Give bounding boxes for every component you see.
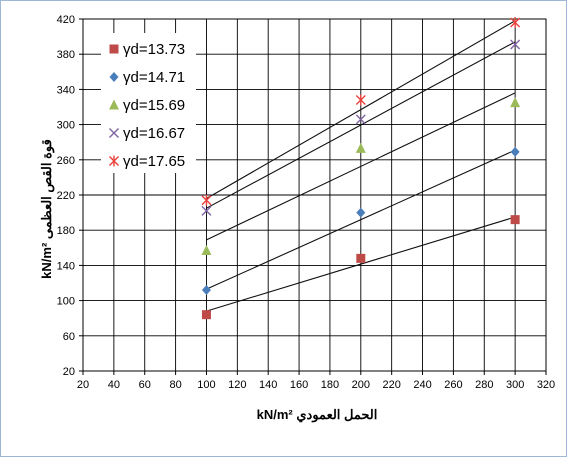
x-tick-label: 300 bbox=[506, 379, 524, 391]
x-tick-label: 280 bbox=[475, 379, 493, 391]
tick-labels: 20 40 60 80 100 120 140 160 180 200 220 240 260 280 30… bbox=[57, 14, 556, 391]
y-tick-label: 180 bbox=[57, 225, 75, 237]
trendline bbox=[206, 149, 516, 290]
x-tick-label: 180 bbox=[321, 379, 339, 391]
data-point bbox=[355, 142, 366, 153]
x-tick-label: 140 bbox=[259, 379, 277, 391]
data-points bbox=[201, 17, 521, 320]
trendlines bbox=[206, 20, 516, 312]
legend-label: γd=14.71 bbox=[123, 69, 185, 86]
marker-stroke bbox=[510, 39, 521, 50]
data-point bbox=[510, 97, 521, 108]
marker-stroke bbox=[109, 128, 119, 138]
x-tick-label: 260 bbox=[444, 379, 462, 391]
y-tick-label: 60 bbox=[63, 331, 75, 343]
trendline bbox=[206, 216, 516, 312]
x-tick-label: 100 bbox=[197, 379, 215, 391]
data-point bbox=[356, 253, 366, 263]
y-tick-label: 340 bbox=[57, 84, 75, 96]
legend-label: γd=16.67 bbox=[123, 125, 185, 142]
data-point bbox=[201, 205, 212, 216]
legend-marker bbox=[109, 128, 119, 138]
x-tick-label: 220 bbox=[382, 379, 400, 391]
data-point bbox=[510, 39, 521, 50]
trendline bbox=[206, 92, 516, 241]
data-point bbox=[355, 114, 366, 125]
legend-marker bbox=[109, 44, 119, 54]
x-tick-label: 20 bbox=[77, 379, 89, 391]
trendline bbox=[206, 20, 516, 199]
x-tick-label: 240 bbox=[413, 379, 431, 391]
legend-label: γd=17.65 bbox=[123, 153, 185, 170]
x-tick-label: 60 bbox=[139, 379, 151, 391]
legend-marker bbox=[109, 72, 119, 82]
data-point bbox=[356, 207, 366, 218]
x-tick-label: 160 bbox=[290, 379, 308, 391]
x-tick-label: 120 bbox=[228, 379, 246, 391]
x-tick-label: 80 bbox=[169, 379, 181, 391]
x-tick-label: 40 bbox=[108, 379, 120, 391]
data-point bbox=[201, 194, 212, 206]
legend-label: γd=13.73 bbox=[123, 41, 185, 58]
marker-stroke bbox=[201, 205, 212, 216]
y-axis-title: قوة القص العظمى kN/m² bbox=[39, 139, 55, 279]
legend-entries: γd=13.73 γd=14.71 γd=15.69 γd=16.67 γd=17.65 bbox=[109, 41, 185, 170]
trendline bbox=[206, 41, 516, 209]
x-tick-label: 320 bbox=[537, 379, 555, 391]
y-tick-label: 260 bbox=[57, 155, 75, 167]
data-point bbox=[510, 215, 520, 225]
data-point bbox=[510, 146, 520, 157]
data-point bbox=[201, 244, 212, 255]
y-tick-label: 100 bbox=[57, 296, 75, 308]
y-tick-label: 380 bbox=[57, 49, 75, 61]
legend-marker bbox=[109, 155, 119, 167]
x-axis-title: الحمل العمودي kN/m² bbox=[257, 407, 378, 423]
y-tick-label: 300 bbox=[57, 120, 75, 132]
y-tick-label: 140 bbox=[57, 260, 75, 272]
legend-marker bbox=[109, 99, 119, 110]
legend-label: γd=15.69 bbox=[123, 97, 185, 114]
marker-stroke bbox=[355, 114, 366, 125]
x-tick-label: 200 bbox=[352, 379, 370, 391]
y-tick-label: 420 bbox=[57, 14, 75, 26]
y-tick-label: 220 bbox=[57, 190, 75, 202]
data-point bbox=[201, 285, 211, 296]
y-tick-label: 20 bbox=[63, 366, 75, 378]
legend bbox=[101, 33, 196, 173]
data-point bbox=[355, 94, 366, 106]
data-point bbox=[510, 17, 521, 29]
data-point bbox=[201, 310, 211, 320]
